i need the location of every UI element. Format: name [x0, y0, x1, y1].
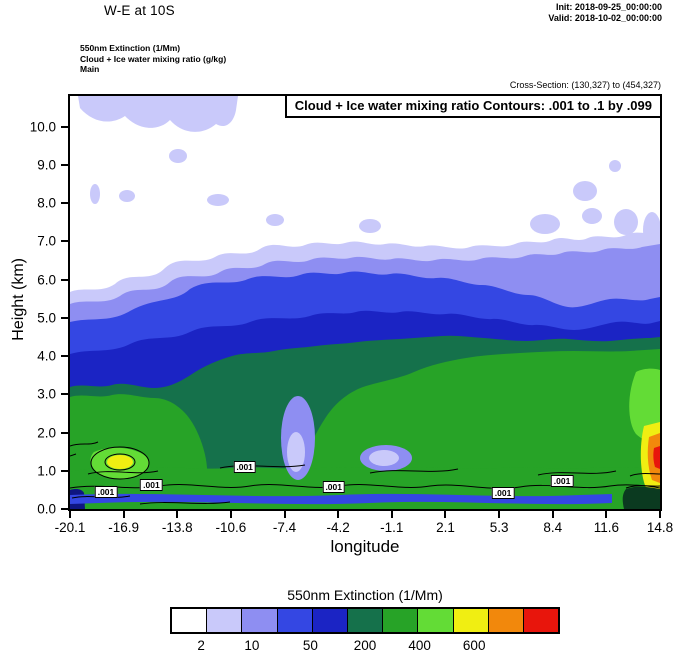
y-tick-mark [61, 431, 68, 434]
colorbar-tick-label: 10 [244, 638, 260, 653]
y-tick-label: 9.0 [37, 157, 56, 173]
contour-plot-canvas [70, 96, 660, 509]
colorbar-tick-label: 50 [302, 638, 318, 653]
y-tick-mark [61, 202, 68, 205]
colorbar-title: 550nm Extinction (1/Mm) [287, 587, 443, 603]
colorbar-tick-label: 200 [353, 638, 377, 653]
colorbar-tick-label: 400 [408, 638, 431, 653]
layer-surface-blue-stripe [70, 493, 612, 505]
colorbar-cell [383, 609, 419, 632]
colorbar-tick-label: 2 [197, 638, 205, 653]
cross-section-coords: Cross-Section: (130,327) to (454,327) [509, 80, 661, 90]
y-tick-mark [61, 469, 68, 472]
page-title: W-E at 10S [104, 3, 175, 18]
y-tick-label: 10.0 [29, 119, 56, 135]
x-tick-mark [390, 511, 393, 518]
y-tick-label: 7.0 [37, 233, 56, 249]
colorbar-cell [453, 609, 489, 632]
field-line-domain: Main [80, 64, 100, 74]
layer-dark-corner-right [622, 486, 660, 509]
x-tick-mark [605, 511, 608, 518]
y-tick-mark [61, 163, 68, 166]
x-tick-mark [176, 511, 179, 518]
y-tick-mark [61, 355, 68, 358]
x-tick-mark [69, 511, 71, 518]
y-tick-label: 2.0 [37, 425, 56, 441]
contour-info-box: Cloud + Ice water mixing ratio Contours:… [284, 96, 660, 118]
x-axis-title: longitude [330, 537, 400, 556]
x-tick-label: 2.1 [436, 520, 455, 535]
y-tick-mark [61, 240, 68, 243]
contour-inline-label: .001 [233, 461, 256, 474]
contour-inline-label: .001 [491, 487, 515, 500]
valid-time: Valid: 2018-10-02_00:00:00 [548, 13, 662, 23]
x-axis: -20.1 -16.9 -13.8 -10.6 -7.4 -4.2 -1.1 2.1 5.3 8.… [55, 511, 673, 545]
y-tick-label: 0.0 [37, 501, 56, 517]
y-tick-label: 4.0 [37, 348, 56, 364]
y-tick-mark [61, 508, 68, 510]
x-tick-mark [444, 511, 447, 518]
y-tick-label: 3.0 [37, 386, 56, 402]
field-description: 550nm Extinction (1/Mm) Cloud + Ice wate… [80, 43, 226, 75]
colorbar-cell [347, 609, 384, 632]
x-tick-mark [337, 511, 340, 518]
colorbar-tick-label: 600 [462, 638, 486, 653]
y-tick-label: 5.0 [37, 310, 56, 326]
x-tick-label: -20.1 [54, 520, 86, 535]
colorbar-cell [242, 609, 278, 632]
x-tick-mark [551, 511, 554, 518]
contour-label-overlay: .001 .001 .001 .001 .001 .001 [70, 96, 660, 509]
x-tick-mark [659, 511, 661, 518]
x-tick-label: -16.9 [108, 520, 140, 535]
mixing-ratio-contour-lines [70, 441, 660, 505]
y-axis: 0.0 1.0 2.0 3.0 4.0 5.0 6.0 7.0 8.0 9.0 10.0 [0, 96, 68, 517]
colorbar-cell [312, 609, 348, 632]
colorbar [170, 607, 560, 634]
run-times: Init: 2018-09-25_00:00:00 Valid: 2018-10… [548, 2, 662, 24]
contour-inline-label: .001 [140, 478, 163, 491]
y-tick-label: 6.0 [37, 272, 56, 288]
x-tick-label: 14.8 [646, 520, 674, 535]
contour-inline-label: .001 [550, 474, 574, 487]
y-axis-title: Height (km) [10, 258, 27, 341]
contour-inline-label: .001 [322, 480, 345, 493]
field-line-extinction: 550nm Extinction (1/Mm) [80, 43, 181, 53]
colorbar-cell [523, 609, 559, 632]
colorbar-cell [277, 609, 313, 632]
contour-plot-frame: .001 .001 .001 .001 .001 .001 Cloud + Ice wat… [68, 94, 662, 511]
x-tick-label: 8.4 [543, 520, 563, 535]
layer-low-level-gaps [281, 396, 412, 480]
x-tick-label: -1.1 [380, 520, 404, 535]
field-line-mixing-ratio: Cloud + Ice water mixing ratio (g/kg) [80, 53, 227, 64]
x-tick-label: -7.4 [272, 520, 297, 535]
contour-inline-label: .001 [94, 485, 118, 498]
colorbar-cell [172, 609, 208, 632]
y-tick-label: 1.0 [37, 463, 56, 479]
x-tick-label: 5.3 [489, 520, 509, 535]
x-tick-label: -10.6 [215, 520, 247, 535]
x-tick-mark [283, 511, 286, 518]
x-tick-mark [498, 511, 501, 518]
x-tick-label: -4.2 [326, 520, 350, 535]
y-tick-mark [61, 393, 68, 396]
x-tick-label: -13.8 [161, 520, 193, 535]
x-tick-mark [229, 511, 232, 518]
colorbar-cell [418, 609, 454, 632]
x-tick-mark [122, 511, 125, 518]
x-tick-label: 11.6 [593, 520, 619, 535]
colorbar-labels: 2 10 50 200 400 600 [170, 638, 560, 654]
colorbar-cell [207, 609, 243, 632]
y-tick-mark [61, 316, 68, 319]
y-tick-mark [61, 278, 68, 281]
y-tick-label: 8.0 [37, 195, 56, 211]
layer-extinction-max [653, 446, 660, 469]
y-tick-mark [61, 125, 68, 128]
colorbar-cell [488, 609, 524, 632]
init-time: Init: 2018-09-25_00:00:00 [555, 2, 662, 12]
